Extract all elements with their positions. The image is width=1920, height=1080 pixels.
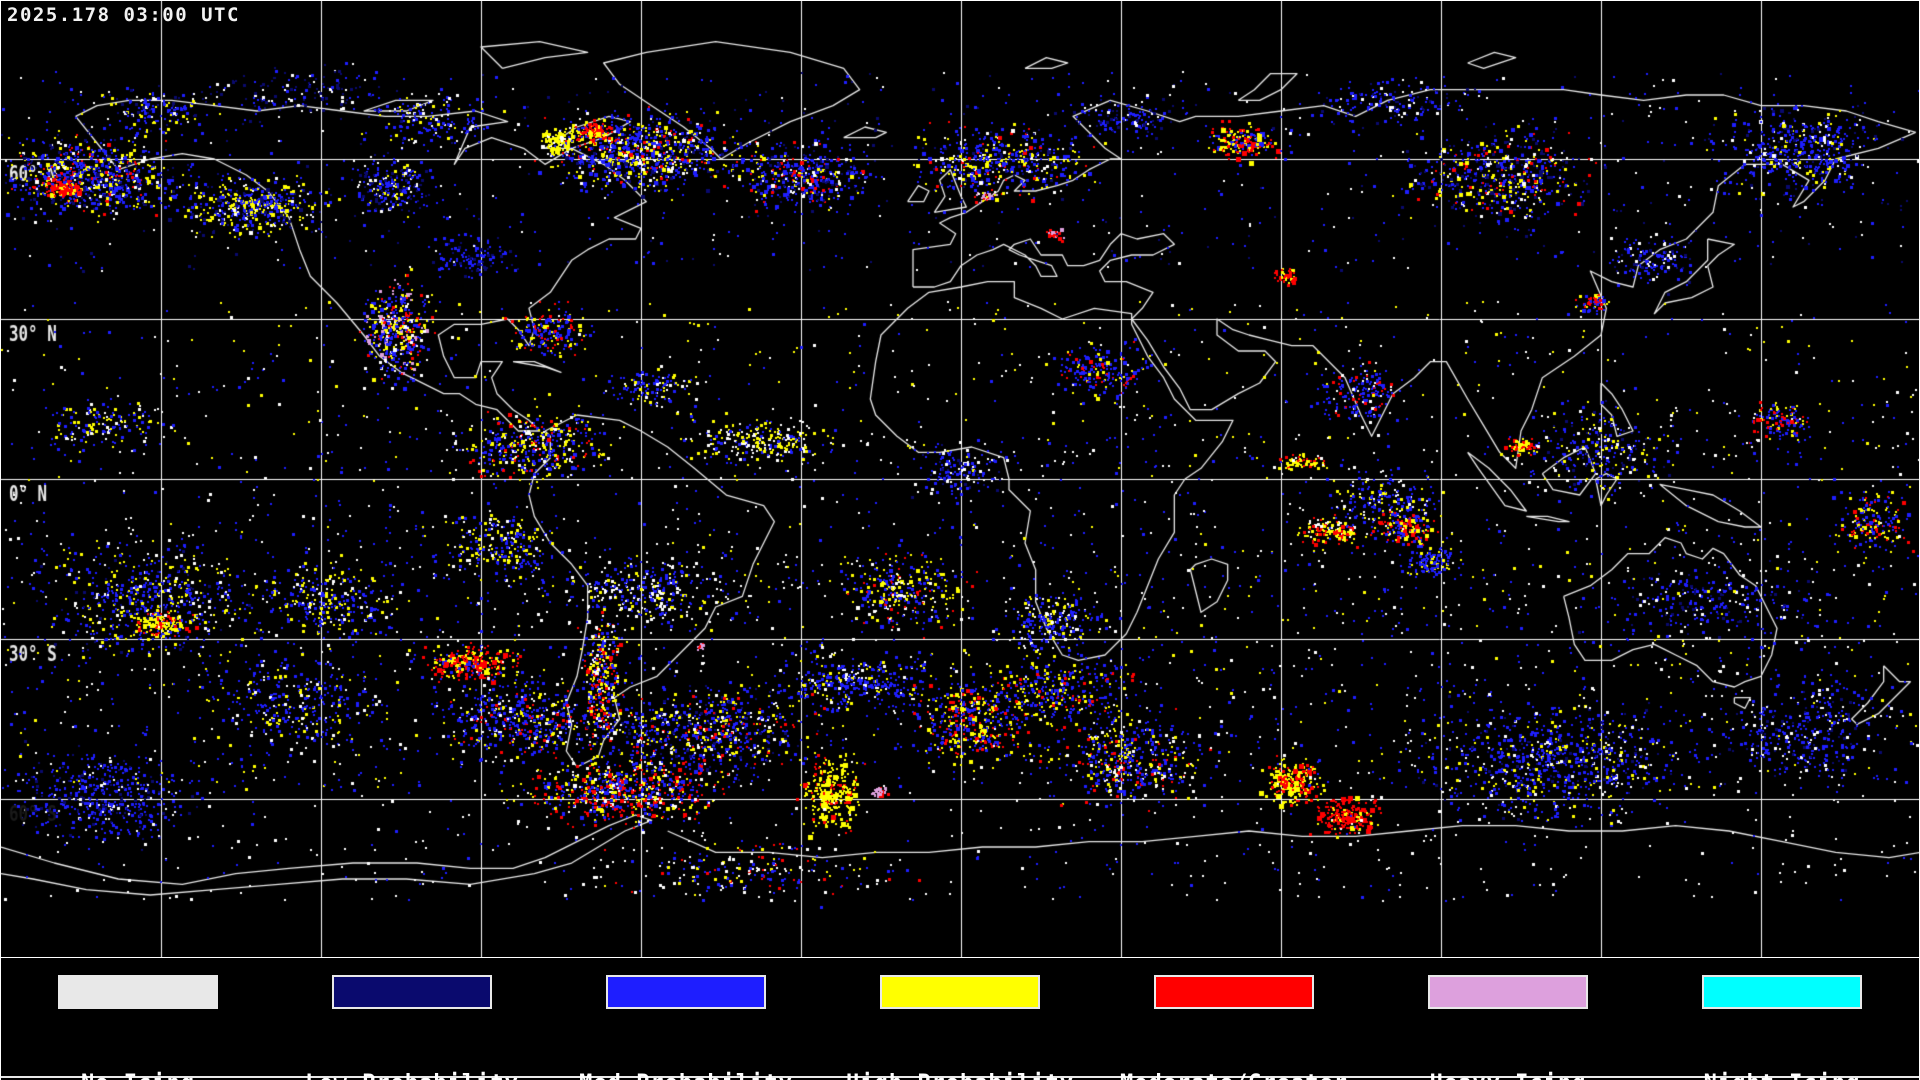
legend-label: High Probability of Light Icing: [846, 1016, 1074, 1080]
legend-item-med-probability: Med.Probability of Light Icing: [549, 958, 823, 1080]
timestamp-label: 2025.178 03:00 UTC: [7, 4, 240, 26]
legend-swatch-low-probability: [332, 975, 492, 1009]
legend-swatch-no-icing: [58, 975, 218, 1009]
legend-swatch-heavy-icing: [1428, 975, 1588, 1009]
legend-label-line1: Moderate/Greater: [1120, 1070, 1348, 1080]
legend-item-night-icing: Night Icing: [1645, 958, 1919, 1080]
legend-label: Med.Probability of Light Icing: [579, 1016, 793, 1080]
legend-label-line1: Night Icing: [1704, 1070, 1861, 1080]
legend-label: Night Icing: [1704, 1016, 1861, 1080]
legend-bar: No Icing Retrieval Low Probability of Li…: [1, 958, 1919, 1080]
legend-item-low-probability: Low Probability of Light Icing: [275, 958, 549, 1080]
legend-label-line1: Low Probability: [305, 1070, 519, 1080]
legend-label-line1: Med.Probability: [579, 1070, 793, 1080]
icing-map-canvas: [1, 1, 1919, 957]
legend-swatch-med-probability: [606, 975, 766, 1009]
legend-swatch-night-icing: [1702, 975, 1862, 1009]
world-icing-map: 2025.178 03:00 UTC: [1, 0, 1919, 958]
legend-label: Moderate/Greater Icing Likely: [1120, 1016, 1348, 1080]
legend-item-high-probability: High Probability of Light Icing: [823, 958, 1097, 1080]
legend-item-no-icing-retrieval: No Icing Retrieval: [1, 958, 275, 1080]
legend-label-line1: Heavy Icing: [1430, 1070, 1587, 1080]
legend-label: Heavy Icing: [1430, 1016, 1587, 1080]
legend-label-line1: No Icing: [74, 1070, 202, 1080]
legend-item-moderate-greater: Moderate/Greater Icing Likely: [1097, 958, 1371, 1080]
legend-label-line1: High Probability: [846, 1070, 1074, 1080]
legend-swatch-high-probability: [880, 975, 1040, 1009]
legend-label: No Icing Retrieval: [74, 1016, 202, 1080]
legend-item-heavy-icing: Heavy Icing: [1371, 958, 1645, 1080]
legend-swatch-moderate-greater: [1154, 975, 1314, 1009]
legend-label: Low Probability of Light Icing: [305, 1016, 519, 1080]
